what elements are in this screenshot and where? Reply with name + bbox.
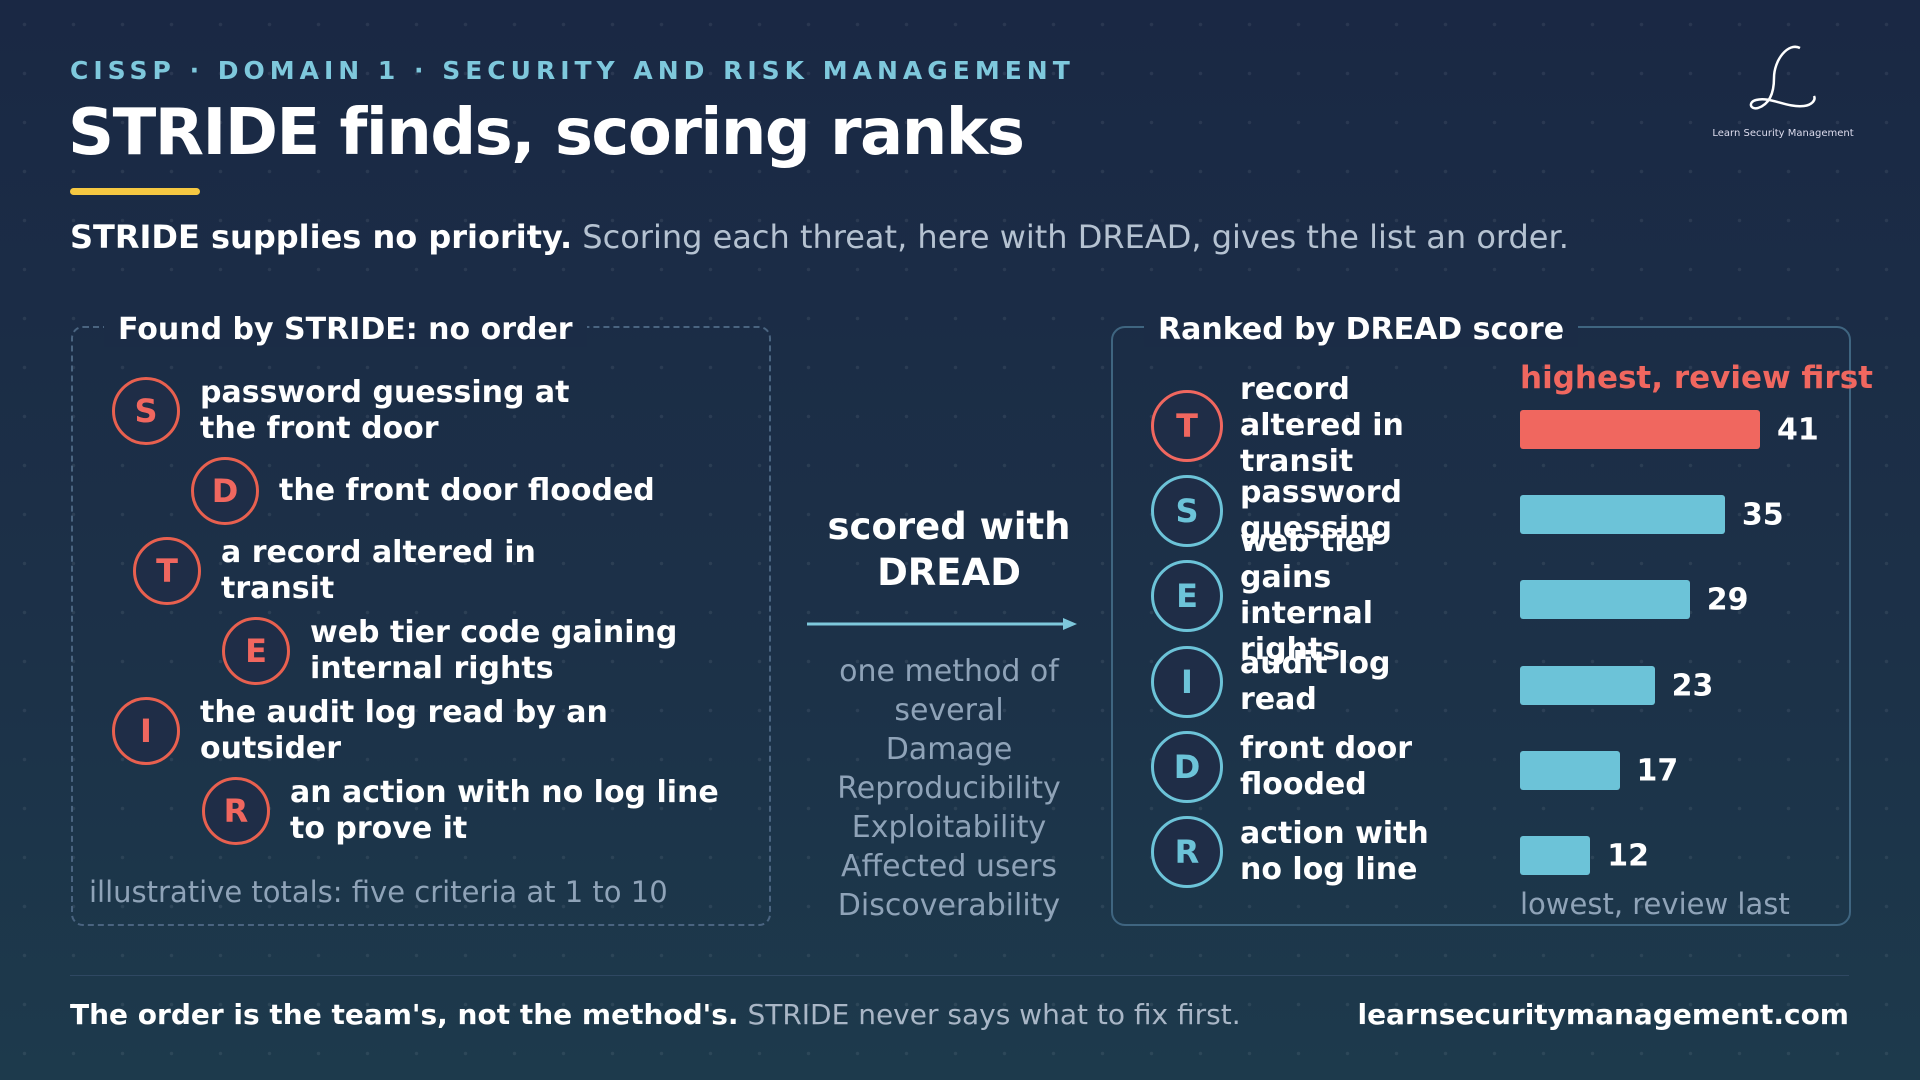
bar [1520,495,1725,535]
category-label: audit log read [1240,645,1391,717]
criterion: Damage [885,732,1013,767]
footer-rule [70,975,1849,976]
middle-list: one method of several Damage Reproducibil… [809,652,1089,925]
threat-text: a record altered in transit [221,535,536,606]
bar [1520,665,1655,705]
category-label: password guessing [1240,475,1403,547]
criterion: Reproducibility [837,771,1061,806]
footer-rest: STRIDE never says what to fix first. [747,998,1241,1031]
threat-text: an action with no log line to prove it [290,775,719,846]
title-underline [70,188,200,195]
value-label: 17 [1636,753,1679,789]
bottom-label: lowest, review last [1520,887,1790,921]
stride-letter: I [112,697,180,765]
threat-text: the front door flooded [279,473,655,508]
value-label: 12 [1607,838,1649,874]
arrow-head [1063,618,1077,630]
threat-text: the audit log read by an outsider [200,695,608,766]
stride-letter: E [222,617,290,685]
bar [1520,836,1591,875]
stride-letter: S [112,377,180,445]
criterion: Affected users [840,849,1057,884]
dread-letter: I [1151,645,1223,718]
logo [1749,45,1816,110]
left-note: illustrative totals: five criteria at 1 … [89,875,668,909]
criterion: Exploitability [851,810,1047,845]
threat-text: web tier code gaining internal rights [310,615,678,686]
dread-letter: S [1151,475,1223,548]
category-label: web tier gains internal rights [1240,524,1380,668]
kicker: CISSP · DOMAIN 1 · SECURITY AND RISK MAN… [70,56,1075,85]
value-label: 29 [1706,582,1749,618]
bar [1520,750,1620,790]
stride-letter: R [202,777,270,845]
middle-note: one method of several [839,654,1059,728]
criterion: Discoverability [837,888,1061,923]
dread-letter: E [1151,560,1223,633]
footer-bold: The order is the team's, not the method'… [70,998,739,1031]
lead-bold: STRIDE supplies no priority. [70,218,573,256]
dread-letter: T [1151,390,1223,462]
value-label: 23 [1671,668,1714,704]
threat-text: password guessing at the front door [200,375,570,446]
bar [1520,580,1690,620]
dread-letter: R [1151,816,1223,888]
logo-caption: Learn Security Management [1712,128,1854,139]
arrow [807,618,1077,630]
lead: STRIDE supplies no priority. Scoring eac… [70,218,1569,256]
bar [1520,410,1760,449]
category-label: front door flooded [1240,730,1413,802]
logo-mark [1749,45,1816,110]
dread-letter: D [1151,730,1223,803]
left-panel-title: Found by STRIDE: no order [104,312,587,347]
middle-label: scored with DREAD [827,505,1071,594]
footer-text: The order is the team's, not the method'… [70,998,1241,1031]
stride-letter: T [133,537,201,605]
lead-text: Scoring each threat, here with DREAD, gi… [582,218,1569,256]
category-label: action with no log line [1240,816,1429,887]
value-label: 35 [1741,497,1784,533]
value-label: 41 [1777,412,1819,448]
footer-url: learnsecuritymanagement.com [1357,998,1849,1031]
chart-title: Ranked by DREAD score [1144,312,1579,347]
category-label: record altered in transit [1240,372,1404,479]
stride-letter: D [191,457,259,525]
title: STRIDE finds, scoring ranks [68,96,1025,170]
top-label: highest, review first [1520,360,1873,396]
